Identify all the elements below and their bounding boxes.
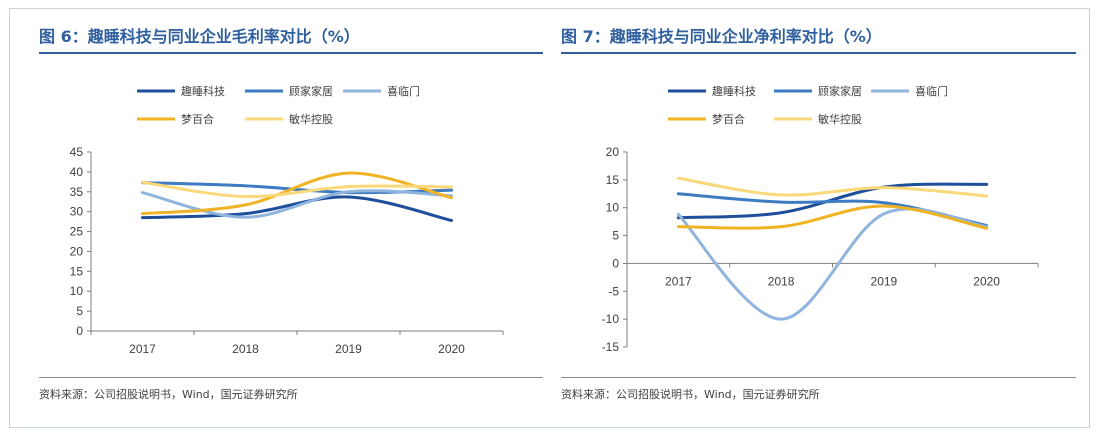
y-tick-label: 0	[76, 324, 83, 338]
legend-label: 梦百合	[181, 112, 214, 126]
y-tick-label: 5	[612, 229, 619, 243]
net-margin-panel: 图 7：趣睡科技与同业企业净利率对比（%） -15 -10 -5 0 5 10 15 20 20…	[550, 9, 1090, 429]
series-line	[676, 182, 989, 220]
x-tick-label: 2018	[768, 274, 795, 288]
x-tick-label: 2019	[871, 274, 898, 288]
y-tick-label: 30	[70, 205, 84, 219]
title-underline	[561, 52, 1076, 54]
y-tick-label: 5	[76, 304, 83, 318]
y-tick-label: 10	[70, 284, 84, 298]
source-note: 资料来源：公司招股说明书，Wind，国元证券研究所	[561, 388, 820, 401]
legend-label: 趣睡科技	[712, 84, 756, 98]
legend-label: 顾家家居	[289, 84, 333, 98]
y-tick-label: 20	[606, 145, 620, 159]
x-tick-label: 2019	[335, 342, 362, 356]
legend-label: 喜临门	[915, 84, 948, 98]
x-tick-label: 2020	[438, 342, 465, 356]
title-underline	[39, 52, 543, 54]
x-tick-label: 2017	[129, 342, 156, 356]
series-line	[141, 189, 453, 219]
legend-label: 趣睡科技	[181, 84, 225, 98]
y-tick-label: 25	[70, 225, 84, 239]
series-line	[141, 195, 453, 222]
legend-label: 顾家家居	[818, 84, 862, 98]
x-tick-label: 2018	[232, 342, 259, 356]
legend-label: 喜临门	[387, 84, 420, 98]
gross-margin-panel: 图 6：趣睡科技与同业企业毛利率对比（%） 0 5 10 15 20 25 30 35 40 45…	[10, 9, 550, 429]
y-tick-label: -5	[608, 284, 619, 298]
source-divider	[39, 377, 543, 378]
series-line	[676, 204, 989, 230]
y-tick-label: 40	[70, 165, 84, 179]
series-line	[141, 180, 453, 199]
y-tick-label: 15	[70, 264, 84, 278]
report-frame: 图 6：趣睡科技与同业企业毛利率对比（%） 0 5 10 15 20 25 30 35 40 45…	[9, 8, 1090, 428]
y-tick-label: 45	[70, 145, 84, 159]
legend-label: 梦百合	[712, 112, 745, 126]
y-tick-label: -10	[602, 312, 620, 326]
y-tick-label: 20	[70, 244, 84, 258]
source-note: 资料来源：公司招股说明书，Wind，国元证券研究所	[39, 388, 298, 401]
legend-label: 敏华控股	[818, 112, 862, 126]
chart-title: 图 7：趣睡科技与同业企业净利率对比（%）	[561, 27, 882, 46]
gross-margin-chart: 0 5 10 15 20 25 30 35 40 45 2017 2018 2019 2020 趣睡科技 顾家…	[70, 84, 504, 356]
source-divider	[561, 377, 1076, 378]
net-margin-chart: -15 -10 -5 0 5 10 15 20 2017 2018 2019 2020 趣睡科技 顾家家居…	[602, 84, 1039, 354]
x-tick-label: 2017	[665, 274, 692, 288]
y-tick-label: 10	[606, 201, 620, 215]
series-line	[676, 176, 989, 198]
chart-title: 图 6：趣睡科技与同业企业毛利率对比（%）	[39, 27, 360, 46]
x-tick-label: 2020	[973, 274, 1000, 288]
series-line	[141, 171, 453, 216]
y-tick-label: 35	[70, 185, 84, 199]
legend-label: 敏华控股	[289, 112, 333, 126]
y-tick-label: -15	[602, 340, 620, 354]
series-line	[676, 207, 989, 321]
y-tick-label: 0	[612, 256, 619, 270]
y-tick-label: 15	[606, 173, 620, 187]
